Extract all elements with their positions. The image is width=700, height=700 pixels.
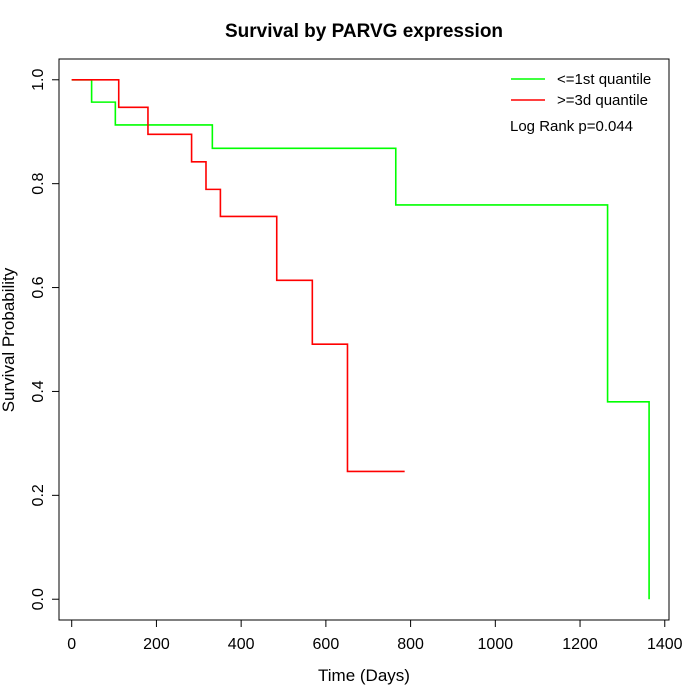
x-tick-label: 200: [143, 636, 170, 653]
y-tick-label: 0.0: [30, 588, 47, 610]
x-tick-label: 1200: [562, 636, 598, 653]
y-axis-label: Survival Probability: [0, 267, 18, 412]
series-line-2: [71, 78, 405, 473]
y-axis: 0.0 0.2 0.4 0.6 0.8 1.0: [30, 69, 60, 610]
log-rank-annotation: Log Rank p=0.044: [510, 118, 633, 135]
x-tick-label: 600: [313, 636, 340, 653]
y-tick-label: 0.6: [30, 276, 47, 298]
y-tick-label: 0.2: [30, 484, 47, 506]
legend: <=1st quantile >=3d quantile: [511, 71, 651, 109]
x-tick-label: 1400: [647, 636, 683, 653]
x-axis: 0 200 400 600 800 1000 1200 1400: [67, 619, 683, 653]
plot-frame: [58, 58, 670, 621]
x-tick-label: 400: [228, 636, 255, 653]
series-layer: [71, 78, 650, 600]
y-tick-label: 0.4: [30, 380, 47, 402]
x-axis-label: Time (Days): [318, 666, 410, 685]
y-tick-label: 0.8: [30, 172, 47, 194]
series-line-1: [71, 78, 650, 600]
x-tick-label: 0: [67, 636, 76, 653]
x-tick-label: 800: [397, 636, 424, 653]
y-tick-label: 1.0: [30, 69, 47, 91]
x-tick-label: 1000: [478, 636, 514, 653]
legend-label-1: <=1st quantile: [557, 71, 651, 88]
legend-label-2: >=3d quantile: [557, 92, 648, 109]
chart-title: Survival by PARVG expression: [225, 21, 503, 42]
